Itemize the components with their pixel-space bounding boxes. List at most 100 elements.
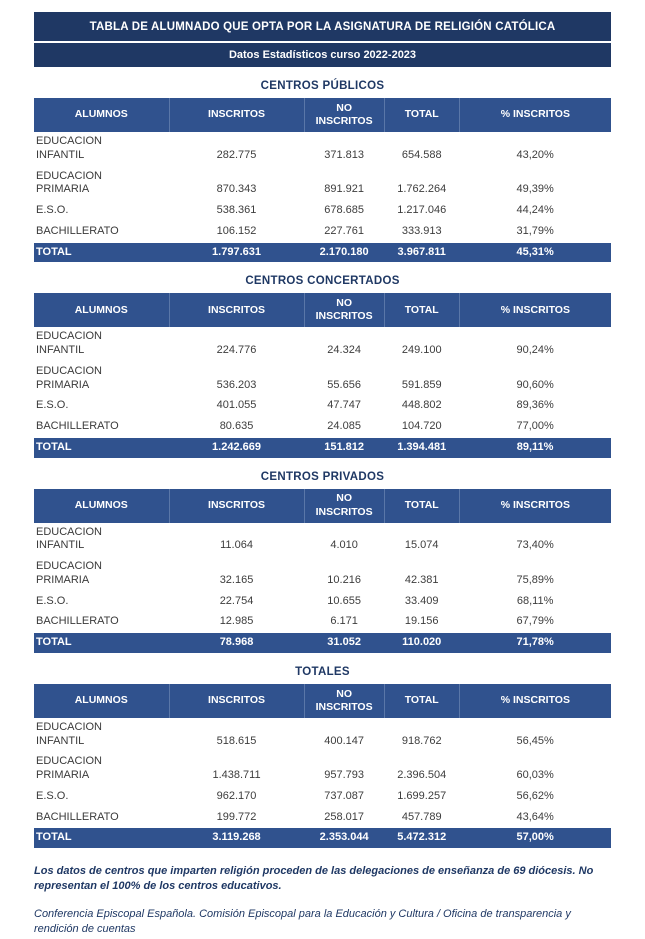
cell-no-inscritos: 371.813	[324, 148, 364, 161]
cell-total: 3.967.811	[384, 242, 460, 263]
cell-total: 333.913	[401, 224, 442, 237]
cell-label: EDUCACION INFANTIL	[36, 525, 103, 552]
section-centros-concertados: CENTROS CONCERTADOS ALUMNOS INSCRITOS NO…	[34, 275, 611, 458]
table-row: BACHILLERATO 12.985 6.171 19.156 67,79%	[34, 612, 611, 633]
cell-inscritos: 1.797.631	[169, 242, 305, 263]
cell-no-inscritos: 737.087	[324, 789, 364, 802]
cell-pct: 56,62%	[516, 789, 554, 802]
cell-label: EDUCACION INFANTIL	[36, 720, 103, 747]
col-header-pct-inscritos: % INSCRITOS	[458, 683, 611, 718]
cell-total: 457.789	[401, 810, 442, 823]
cell-total: 2.396.504	[397, 769, 447, 781]
table-row: E.S.O. 962.170 737.087 1.699.257 56,62%	[34, 787, 611, 808]
cell-label: E.S.O.	[36, 789, 69, 802]
section-title: TOTALES	[295, 665, 350, 678]
cell-label: BACHILLERATO	[36, 615, 119, 628]
cell-no-inscritos: 24.085	[327, 420, 361, 432]
cell-label: EDUCACION INFANTIL	[36, 135, 103, 161]
table-header-row: ALUMNOS INSCRITOS NO INSCRITOS TOTAL % I…	[34, 293, 611, 328]
cell-label: TOTAL	[34, 242, 170, 263]
cell-label: BACHILLERATO	[36, 224, 119, 237]
source-attribution: Conferencia Episcopal Española. Comisión…	[34, 908, 571, 935]
section-totales: TOTALES ALUMNOS INSCRITOS NO INSCRITOS T…	[34, 666, 611, 848]
section-centros-publicos: CENTROS PÚBLICOS ALUMNOS INSCRITOS NO IN…	[34, 80, 611, 263]
cell-total: 918.762	[401, 734, 442, 747]
cell-inscritos: 78.968	[169, 633, 305, 653]
cell-label: TOTAL	[34, 437, 170, 458]
cell-no-inscritos: 400.147	[324, 734, 364, 747]
document-title: TABLA DE ALUMNADO QUE OPTA POR LA ASIGNA…	[89, 21, 556, 33]
cell-inscritos: 282.775	[216, 148, 257, 161]
table-centros-publicos: ALUMNOS INSCRITOS NO INSCRITOS TOTAL % I…	[34, 98, 611, 263]
total-row: TOTAL 78.968 31.052 110.020 71,78%	[34, 633, 611, 653]
footnote-text: Los datos de centros que imparten religi…	[34, 865, 594, 892]
cell-pct: 73,40%	[516, 539, 554, 552]
cell-inscritos: 870.343	[216, 183, 257, 196]
cell-label: BACHILLERATO	[36, 810, 119, 823]
cell-pct: 67,79%	[516, 615, 554, 628]
document-subtitle: Datos Estadísticos curso 2022-2023	[228, 49, 417, 61]
cell-label: EDUCACION INFANTIL	[36, 330, 103, 356]
cell-total: 104.720	[401, 420, 442, 432]
cell-pct: 71,78%	[459, 633, 611, 653]
cell-inscritos: 3.119.268	[169, 828, 305, 848]
cell-label: EDUCACION PRIMARIA	[36, 169, 103, 196]
cell-inscritos: 32.165	[219, 573, 254, 586]
cell-pct: 44,24%	[516, 204, 554, 216]
cell-inscritos: 199.772	[216, 810, 257, 823]
cell-pct: 43,20%	[516, 148, 554, 161]
col-header-alumnos: ALUMNOS	[34, 98, 170, 132]
cell-total: 1.394.481	[384, 437, 460, 458]
table-row: EDUCACION PRIMARIA 1.438.711 957.793 2.3…	[34, 752, 611, 787]
cell-no-inscritos: 55.656	[327, 378, 361, 391]
table-row: EDUCACION INFANTIL 282.775 371.813 654.5…	[34, 132, 611, 167]
cell-pct: 49,39%	[516, 183, 554, 196]
cell-no-inscritos: 47.747	[327, 399, 361, 412]
cell-inscritos: 962.170	[216, 789, 257, 802]
cell-total: 448.802	[401, 399, 442, 412]
cell-no-inscritos: 10.216	[327, 573, 361, 586]
cell-no-inscritos: 31.052	[304, 633, 385, 653]
cell-no-inscritos: 258.017	[324, 810, 364, 823]
cell-label: EDUCACION PRIMARIA	[36, 755, 103, 781]
table-header-row: ALUMNOS INSCRITOS NO INSCRITOS TOTAL % I…	[34, 683, 611, 718]
cell-total: 110.020	[384, 633, 460, 653]
table-row: E.S.O. 538.361 678.685 1.217.046 44,24%	[34, 201, 611, 222]
section-title: CENTROS PRIVADOS	[260, 470, 385, 483]
cell-pct: 68,11%	[516, 594, 554, 607]
cell-total: 19.156	[404, 615, 439, 628]
cell-no-inscritos: 4.010	[330, 539, 358, 552]
cell-pct: 43,64%	[516, 810, 554, 823]
col-header-total: TOTAL	[383, 98, 460, 132]
cell-inscritos: 1.242.669	[169, 437, 305, 458]
table-header-row: ALUMNOS INSCRITOS NO INSCRITOS TOTAL % I…	[34, 98, 611, 132]
section-title: CENTROS CONCERTADOS	[245, 275, 400, 288]
table-row: EDUCACION PRIMARIA 536.203 55.656 591.85…	[34, 362, 611, 397]
col-header-no-inscritos: NO INSCRITOS	[303, 98, 385, 132]
cell-inscritos: 22.754	[219, 594, 254, 607]
cell-no-inscritos: 678.685	[324, 204, 364, 216]
total-row: TOTAL 1.242.669 151.812 1.394.481 89,11%	[34, 437, 611, 458]
col-header-inscritos: INSCRITOS	[168, 488, 305, 523]
table-row: BACHILLERATO 199.772 258.017 457.789 43,…	[34, 808, 611, 829]
table-row: BACHILLERATO 106.152 227.761 333.913 31,…	[34, 222, 611, 243]
cell-total: 5.472.312	[384, 828, 460, 848]
table-row: BACHILLERATO 80.635 24.085 104.720 77,00…	[34, 417, 611, 438]
cell-no-inscritos: 6.171	[330, 615, 358, 628]
table-row: EDUCACION INFANTIL 518.615 400.147 918.7…	[34, 718, 611, 753]
table-row: E.S.O. 401.055 47.747 448.802 89,36%	[34, 396, 611, 417]
table-header-row: ALUMNOS INSCRITOS NO INSCRITOS TOTAL % I…	[34, 488, 611, 523]
col-header-no-inscritos: NO INSCRITOS	[303, 683, 385, 718]
table-centros-concertados: ALUMNOS INSCRITOS NO INSCRITOS TOTAL % I…	[34, 293, 611, 458]
document-title-bar: TABLA DE ALUMNADO QUE OPTA POR LA ASIGNA…	[34, 12, 611, 41]
col-header-alumnos: ALUMNOS	[34, 293, 170, 328]
col-header-inscritos: INSCRITOS	[168, 98, 305, 132]
cell-total: 1.762.264	[397, 183, 447, 196]
cell-pct: 31,79%	[516, 224, 554, 237]
cell-label: E.S.O.	[36, 204, 69, 216]
cell-pct: 90,60%	[516, 378, 554, 391]
col-header-total: TOTAL	[383, 683, 460, 718]
table-row: EDUCACION INFANTIL 11.064 4.010 15.074 7…	[34, 523, 611, 558]
cell-pct: 60,03%	[516, 769, 554, 781]
